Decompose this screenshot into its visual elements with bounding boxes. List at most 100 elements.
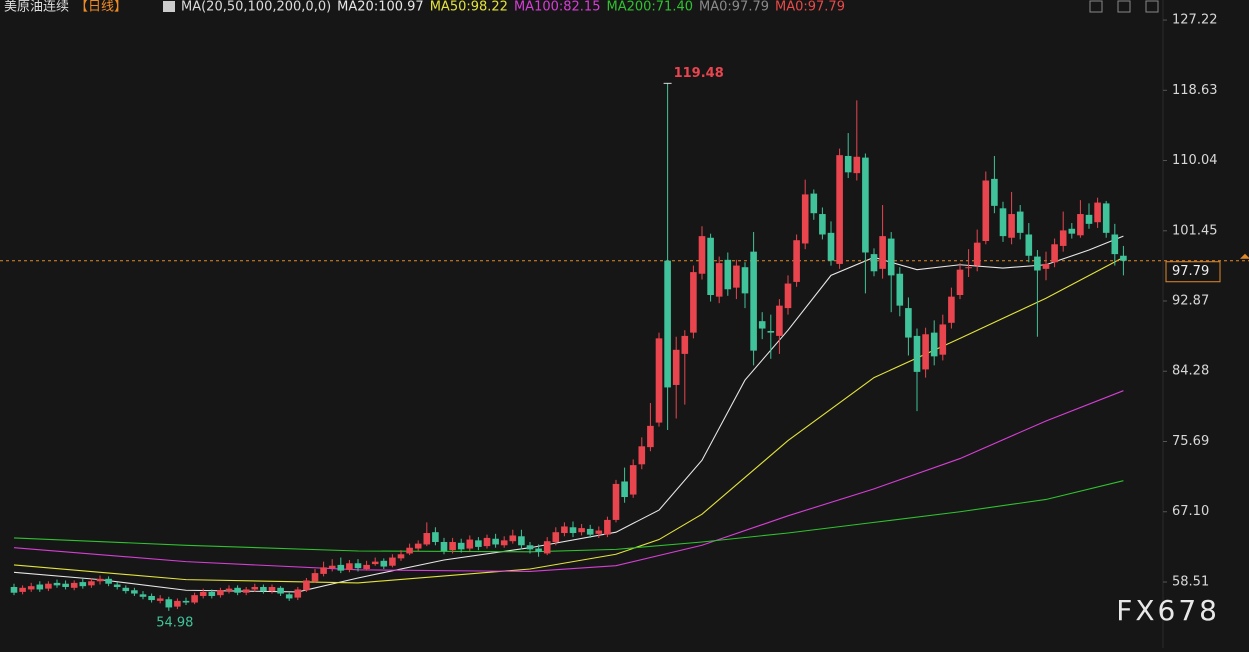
candle-body xyxy=(827,232,835,261)
candle-body xyxy=(819,214,826,235)
candle-body xyxy=(750,251,757,351)
candle-body xyxy=(518,536,525,546)
ma-line xyxy=(13,480,1124,553)
candle-body xyxy=(457,542,465,550)
candle-body xyxy=(303,580,310,591)
candle-body xyxy=(595,530,603,534)
candle-body xyxy=(578,528,585,533)
candle-body xyxy=(999,208,1007,237)
tool-icon[interactable] xyxy=(1117,0,1131,13)
candle-body xyxy=(191,595,198,603)
last-price-label: 97.79 xyxy=(1172,264,1209,279)
candle-body xyxy=(526,545,534,550)
candle-body xyxy=(311,573,319,582)
candle-body xyxy=(139,594,147,597)
candle-body xyxy=(363,564,370,569)
candle-body xyxy=(1102,203,1110,233)
candle-body xyxy=(88,581,95,586)
candle-body xyxy=(690,272,697,333)
y-tick-label: 84.28 xyxy=(1172,364,1209,379)
y-tick-label: 127.22 xyxy=(1172,13,1218,28)
candle-body xyxy=(70,582,78,588)
candle-body xyxy=(1034,256,1041,271)
candle-body xyxy=(509,535,517,542)
toolbar[interactable] xyxy=(1089,0,1159,13)
header-text: 美原油连续 xyxy=(4,0,69,15)
candle-body xyxy=(389,557,396,566)
candle-body xyxy=(793,240,800,282)
candle-body xyxy=(414,543,422,549)
candle-body xyxy=(354,563,362,569)
candle-body xyxy=(767,330,775,333)
y-tick-label: 75.69 xyxy=(1172,434,1209,449)
candle-body xyxy=(965,267,972,269)
candle-body xyxy=(982,180,990,242)
candle-body xyxy=(406,547,413,554)
candle-body xyxy=(122,587,130,592)
candle-body xyxy=(1059,230,1067,246)
candle-body xyxy=(242,589,250,593)
candle-body xyxy=(423,533,431,545)
tool-icon[interactable] xyxy=(1089,0,1103,13)
y-tick-label: 92.87 xyxy=(1172,293,1209,308)
candle-body xyxy=(784,283,792,309)
candle-body xyxy=(758,321,766,329)
candle-body xyxy=(586,528,594,535)
y-tick-label: 67.10 xyxy=(1172,504,1209,519)
candle-body xyxy=(1120,255,1127,261)
ma-line xyxy=(13,390,1124,572)
candle-body xyxy=(45,583,52,589)
tool-icon[interactable] xyxy=(1145,0,1159,13)
candle-body xyxy=(105,578,112,584)
candle-body xyxy=(62,583,69,587)
candle-body xyxy=(10,586,18,593)
candle-body xyxy=(569,527,577,534)
indicator-icon[interactable] xyxy=(163,1,175,12)
candle-body xyxy=(131,590,138,594)
candle-body xyxy=(36,584,44,590)
candle-body xyxy=(148,595,155,601)
candle-body xyxy=(724,259,732,290)
candle-body xyxy=(810,193,818,214)
candle-body xyxy=(165,599,173,608)
candle-body xyxy=(1077,214,1084,236)
candle-body xyxy=(182,600,190,603)
candle-body xyxy=(277,587,284,594)
candle-body xyxy=(535,548,542,552)
header-text: MA100:82.15 xyxy=(514,0,601,15)
candle-body xyxy=(1008,214,1015,238)
candle-body xyxy=(870,254,878,272)
watermark: FX678 xyxy=(1116,594,1220,627)
candle-body xyxy=(113,584,121,587)
candle-body xyxy=(930,332,938,357)
y-tick-label: 101.45 xyxy=(1172,223,1218,238)
candle-body xyxy=(1016,211,1024,233)
candle-body xyxy=(913,335,921,372)
last-price-arrow xyxy=(1240,253,1249,259)
header-text: MA0:97.79 xyxy=(699,0,769,15)
candle-body xyxy=(561,526,568,534)
candle-body xyxy=(1068,228,1076,234)
header-text: 【日线】 xyxy=(75,0,127,15)
candle-body xyxy=(475,540,482,547)
candle-body xyxy=(371,561,379,565)
candle-body xyxy=(707,237,714,296)
candle-body xyxy=(638,446,646,465)
candle-body xyxy=(922,334,929,370)
candle-body xyxy=(346,563,353,570)
header-text: MA0:97.79 xyxy=(775,0,845,15)
y-tick-label: 58.51 xyxy=(1172,574,1209,589)
candle-body xyxy=(328,565,336,569)
header-text: MA50:98.22 xyxy=(430,0,508,15)
candle-body xyxy=(991,178,998,206)
y-tick-label: 118.63 xyxy=(1172,83,1218,98)
candle-body xyxy=(225,588,233,592)
last-price-box xyxy=(1165,261,1221,283)
candle-body xyxy=(887,238,895,276)
header-text: MA200:71.40 xyxy=(606,0,693,15)
candle-body xyxy=(19,587,26,592)
candle-body xyxy=(449,542,456,551)
candle-body xyxy=(1085,214,1093,224)
